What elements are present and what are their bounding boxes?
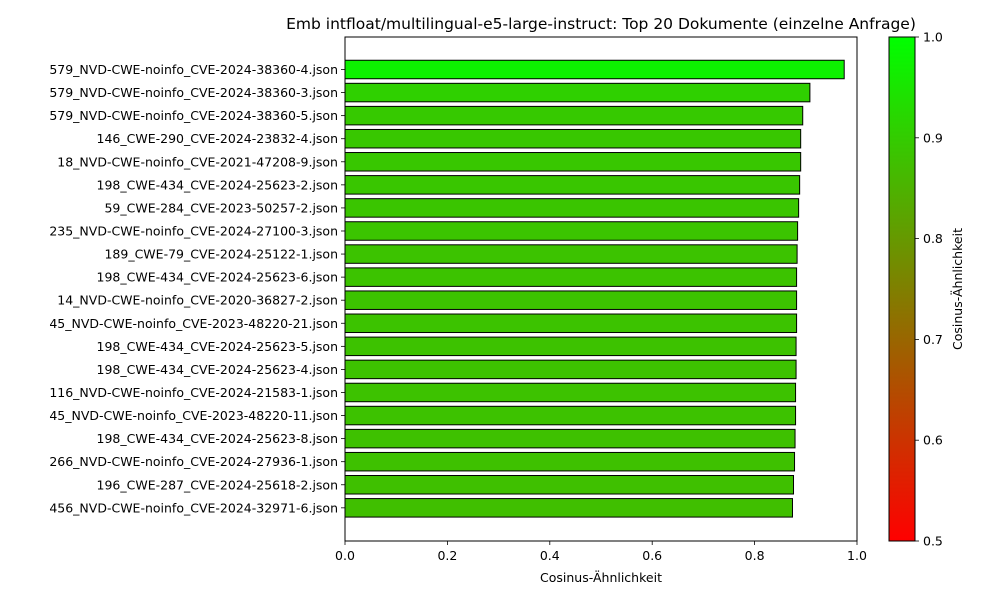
y-tick-label: 189_CWE-79_CVE-2024-25122-1.json: [104, 247, 338, 262]
bar: [344, 475, 795, 495]
y-tick-label: 198_CWE-434_CVE-2024-25623-6.json: [97, 270, 338, 285]
y-tick-label: 14_NVD-CWE-noinfo_CVE-2020-36827-2.json: [57, 293, 338, 308]
axes-frame: [344, 36, 858, 542]
x-tick-label: 0.0: [335, 548, 355, 563]
x-tick-label: 1.0: [847, 548, 867, 563]
y-tick-label: 198_CWE-434_CVE-2024-25623-5.json: [97, 339, 338, 354]
bar: [344, 105, 804, 126]
y-tick-label: 18_NVD-CWE-noinfo_CVE-2021-47208-9.json: [57, 154, 338, 169]
bar: [344, 382, 797, 403]
y-tick-label: 579_NVD-CWE-noinfo_CVE-2024-38360-4.json: [49, 62, 338, 77]
bar: [344, 498, 793, 518]
y-tick-label: 198_CWE-434_CVE-2024-25623-2.json: [97, 177, 338, 192]
colorbar: 0.5 0.6 0.7 0.8 0.9 1.0: [888, 30, 943, 549]
bar: [344, 451, 796, 472]
colorbar-gradient: [888, 36, 916, 542]
colorbar-tick-label: 0.8: [923, 231, 943, 246]
y-tick-label: 45_NVD-CWE-noinfo_CVE-2023-48220-21.json: [49, 316, 338, 331]
y-tick-label: 59_CWE-284_CVE-2023-50257-2.json: [104, 200, 338, 215]
colorbar-tick-label: 0.6: [923, 433, 943, 448]
x-axis-label: Cosinus-Ähnlichkeit: [540, 570, 662, 585]
bar: [344, 336, 797, 357]
x-tick-label: 0.2: [437, 548, 457, 563]
colorbar-tick-label: 0.5: [923, 534, 943, 549]
bar: [344, 128, 802, 149]
bar: [344, 244, 798, 264]
x-tick-label: 0.8: [745, 548, 765, 563]
bar: [344, 405, 797, 426]
bar: [344, 221, 799, 241]
y-tick-label: 456_NVD-CWE-noinfo_CVE-2024-32971-6.json: [49, 500, 338, 515]
bar: [344, 152, 802, 172]
x-tick-label: 0.6: [642, 548, 662, 563]
plot-area: 579_NVD-CWE-noinfo_CVE-2024-38360-4.json…: [49, 36, 867, 563]
bar: [344, 313, 798, 334]
bar: [344, 267, 798, 287]
bar: [344, 428, 796, 449]
colorbar-tick-label: 0.7: [923, 332, 943, 347]
bar: [344, 198, 800, 218]
colorbar-tick-label: 1.0: [923, 30, 943, 45]
bar: [344, 359, 797, 380]
y-tick-label: 235_NVD-CWE-noinfo_CVE-2024-27100-3.json: [49, 223, 338, 238]
y-tick-label: 196_CWE-287_CVE-2024-25618-2.json: [97, 477, 338, 492]
y-tick-label: 198_CWE-434_CVE-2024-25623-4.json: [97, 362, 338, 377]
y-tick-label: 116_NVD-CWE-noinfo_CVE-2024-21583-1.json: [49, 385, 338, 400]
y-tick-label: 198_CWE-434_CVE-2024-25623-8.json: [97, 431, 338, 446]
chart-title: Emb intfloat/multilingual-e5-large-instr…: [286, 15, 916, 33]
bar: [344, 82, 811, 103]
bar: [344, 175, 801, 195]
y-tick-label: 579_NVD-CWE-noinfo_CVE-2024-38360-3.json: [49, 85, 338, 100]
bar: [344, 59, 845, 80]
bar: [344, 290, 798, 310]
x-tick-label: 0.4: [540, 548, 560, 563]
y-tick-label: 579_NVD-CWE-noinfo_CVE-2024-38360-5.json: [49, 108, 338, 123]
colorbar-tick-label: 0.9: [923, 130, 943, 145]
y-tick-label: 266_NVD-CWE-noinfo_CVE-2024-27936-1.json: [49, 454, 338, 469]
colorbar-label: Cosinus-Ähnlichkeit: [950, 228, 965, 350]
y-tick-label: 45_NVD-CWE-noinfo_CVE-2023-48220-11.json: [49, 408, 338, 423]
y-tick-label: 146_CWE-290_CVE-2024-23832-4.json: [97, 131, 338, 146]
